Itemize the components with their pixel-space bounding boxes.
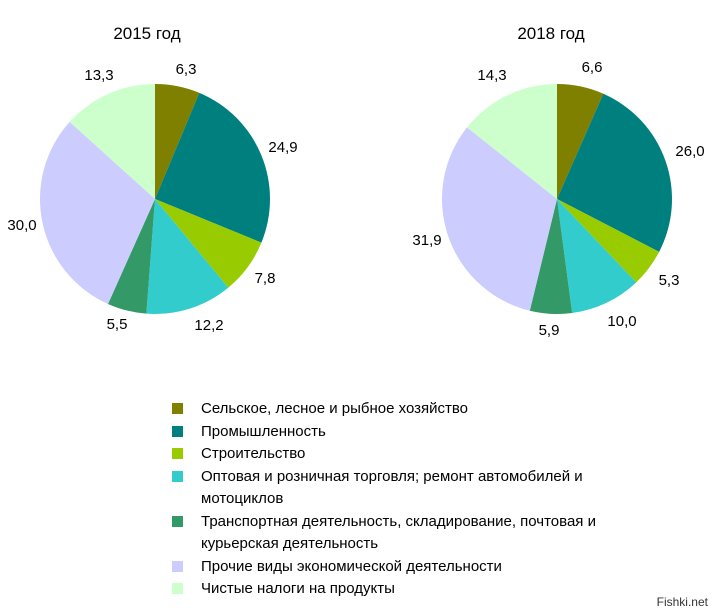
legend-label: Промышленность [201, 422, 326, 440]
data-label: 6,6 [582, 59, 603, 76]
legend-label: Сельское, лесное и рыбное хозяйство [201, 400, 469, 417]
legend-label: Чистые налоги на продукты [201, 580, 395, 597]
legend-swatch [172, 583, 183, 594]
data-label: 6,3 [176, 61, 197, 78]
pie-slice [557, 199, 660, 283]
legend-swatch [172, 425, 183, 437]
pie-slice [557, 93, 672, 252]
pie-slice [155, 199, 262, 288]
data-label: 26,0 [675, 143, 704, 160]
data-label: 31,9 [412, 232, 441, 249]
pie-slice [529, 199, 573, 314]
pie-slice [69, 84, 155, 199]
legend-item: Строительство [172, 443, 612, 466]
data-label: 12,2 [194, 317, 223, 334]
data-label: 10,0 [607, 313, 636, 330]
pie-slice [155, 84, 200, 199]
legend-swatch [172, 470, 183, 482]
pie-slice [557, 84, 604, 199]
legend-item: Промышленность [172, 421, 612, 444]
data-label: 5,5 [107, 316, 128, 333]
pie-slice [108, 199, 155, 314]
data-label: 13,3 [84, 67, 113, 84]
legend-label: Оптовая и розничная торговля; ремонт авт… [201, 467, 583, 508]
legend-label: Строительство [201, 445, 306, 462]
legend-item: Оптовая и розничная торговля; ремонт авт… [172, 466, 612, 511]
legend-swatch [172, 448, 183, 459]
data-label: 7,8 [255, 270, 276, 287]
legend-swatch [172, 403, 183, 414]
watermark: Fishki.net [656, 595, 708, 609]
legend-swatch [172, 560, 183, 572]
pie-1: 2018 год 6,6 26,0 5,3 10,0 5,9 31,9 14,3 [412, 24, 704, 339]
legend-item: Прочие виды экономической деятельности [172, 556, 612, 579]
legend-label: Прочие виды экономической деятельности [201, 557, 502, 575]
pie-slice [39, 121, 155, 304]
legend-label: Транспортная деятельность, складирование… [201, 512, 596, 553]
pie-title: 2015 год [113, 24, 180, 43]
data-label: 30,0 [7, 217, 36, 234]
pie-0: 2015 год 6,3 24,9 7,8 12,2 5,5 30,0 13,3 [7, 24, 297, 334]
data-label: 14,3 [477, 67, 506, 84]
pie-title: 2018 год [517, 24, 584, 43]
legend-item: Сельское, лесное и рыбное хозяйство [172, 398, 612, 421]
legend-item: Транспортная деятельность, складирование… [172, 511, 612, 556]
legend: Сельское, лесное и рыбное хозяйство Промы… [172, 398, 612, 601]
pie-slice [155, 92, 270, 243]
pie-slice [442, 127, 557, 311]
legend-swatch [172, 515, 183, 527]
pie-slice [146, 199, 229, 314]
pie-charts-svg: 2015 год 6,3 24,9 7,8 12,2 5,5 30,0 13,3 2018 го… [7, 24, 704, 339]
data-label: 5,9 [539, 322, 560, 339]
data-label: 5,3 [659, 272, 680, 289]
pie-slice [557, 199, 637, 314]
legend-item: Чистые налоги на продукты [172, 578, 612, 601]
data-label: 24,9 [268, 139, 297, 156]
pie-slice [467, 84, 557, 199]
